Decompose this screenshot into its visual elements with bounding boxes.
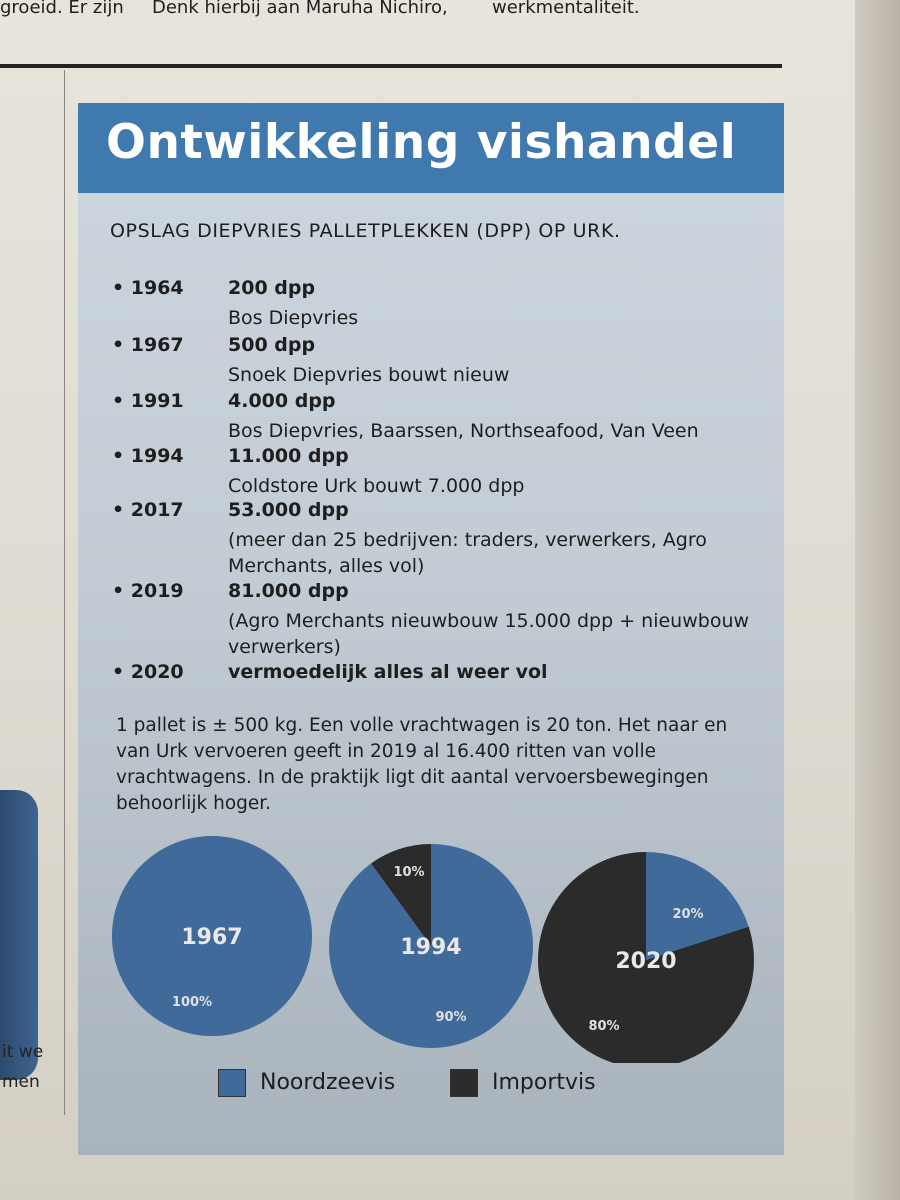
pie-percent-label: 10% (393, 865, 424, 880)
newspaper-page: groeid. Er zijn Denk hierbij aan Maruha … (0, 0, 862, 1200)
infographic-title: Ontwikkeling vishandel (106, 115, 737, 170)
pie-year-label: 1994 (400, 935, 461, 960)
pie-charts: 1967 100% 1994 90% 10% 2020 20% 80% (112, 836, 754, 1063)
entry-note: (meer dan 25 bedrijven: traders, verwerk… (228, 529, 707, 577)
previous-article-text-right: werkmentaliteit. (492, 0, 640, 18)
entry-year: • 1967 (112, 334, 184, 356)
pie-year-label: 2020 (615, 949, 676, 974)
legend-item-importvis: Importvis (450, 1069, 596, 1097)
entry-year: • 2017 (112, 499, 184, 521)
pie-percent-label: 100% (172, 995, 212, 1010)
left-column-photo (0, 790, 38, 1080)
pie-percent-label: 90% (435, 1010, 466, 1025)
left-column-text-1: it we (2, 1042, 44, 1062)
entry-note: Bos Diepvries, Baarssen, Northseafood, V… (228, 420, 699, 442)
adjacent-page-edge (855, 0, 900, 1200)
pie-slice-noordzeevis (112, 836, 312, 1036)
entry-amount: 53.000 dpp (228, 499, 349, 521)
pie-percent-label: 20% (672, 907, 703, 922)
entry-amount: 11.000 dpp (228, 445, 349, 467)
title-bar: Ontwikkeling vishandel (78, 103, 784, 193)
pie-percent-label: 80% (588, 1019, 619, 1034)
legend-swatch-noordzeevis (218, 1069, 246, 1097)
legend-label: Noordzeevis (260, 1070, 396, 1095)
entry-amount: 4.000 dpp (228, 390, 336, 412)
pie-chart-1994: 1994 90% 10% (328, 844, 533, 1048)
legend-item-noordzeevis: Noordzeevis (218, 1069, 395, 1097)
entry-amount: 200 dpp (228, 277, 316, 299)
entry-year: • 1964 (112, 277, 184, 299)
section-rule (0, 64, 782, 68)
entry-note: Snoek Diepvries bouwt nieuw (228, 364, 510, 386)
previous-article-text-middle: Denk hierbij aan Maruha Nichiro, (152, 0, 448, 18)
entry-year: • 1994 (112, 445, 184, 467)
entry-note: Coldstore Urk bouwt 7.000 dpp (228, 475, 525, 497)
previous-article-text-left: groeid. Er zijn (0, 0, 124, 18)
transport-paragraph: 1 pallet is ± 500 kg. Een volle vrachtwa… (116, 715, 728, 814)
entry-year: • 2019 (112, 580, 184, 602)
entry-note: (Agro Merchants nieuwbouw 15.000 dpp + n… (228, 610, 750, 658)
pie-slice-importvis (371, 844, 431, 946)
left-column-text-2: men (2, 1072, 40, 1092)
entry-amount: vermoedelijk alles al weer vol (228, 661, 548, 683)
entry-amount: 500 dpp (228, 334, 316, 356)
entry-year: • 1991 (112, 390, 184, 412)
entry-note: Bos Diepvries (228, 307, 359, 329)
pie-year-label: 1967 (181, 925, 242, 950)
pie-slice-noordzeevis (646, 852, 749, 960)
entry-year: • 2020 (112, 661, 184, 683)
legend-swatch-importvis (450, 1069, 478, 1097)
pie-chart-1967: 1967 100% (112, 836, 312, 1036)
infographic-subtitle: OPSLAG DIEPVRIES PALLETPLEKKEN (DPP) OP … (110, 220, 621, 242)
left-column (0, 70, 62, 1120)
infographic-box: Ontwikkeling vishandel OPSLAG DIEPVRIES … (78, 103, 784, 1155)
column-divider (64, 70, 65, 1115)
entry-amount: 81.000 dpp (228, 580, 349, 602)
pie-slice-importvis (538, 852, 754, 1063)
legend-label: Importvis (492, 1070, 596, 1095)
pie-chart-2020: 2020 20% 80% (538, 852, 754, 1063)
